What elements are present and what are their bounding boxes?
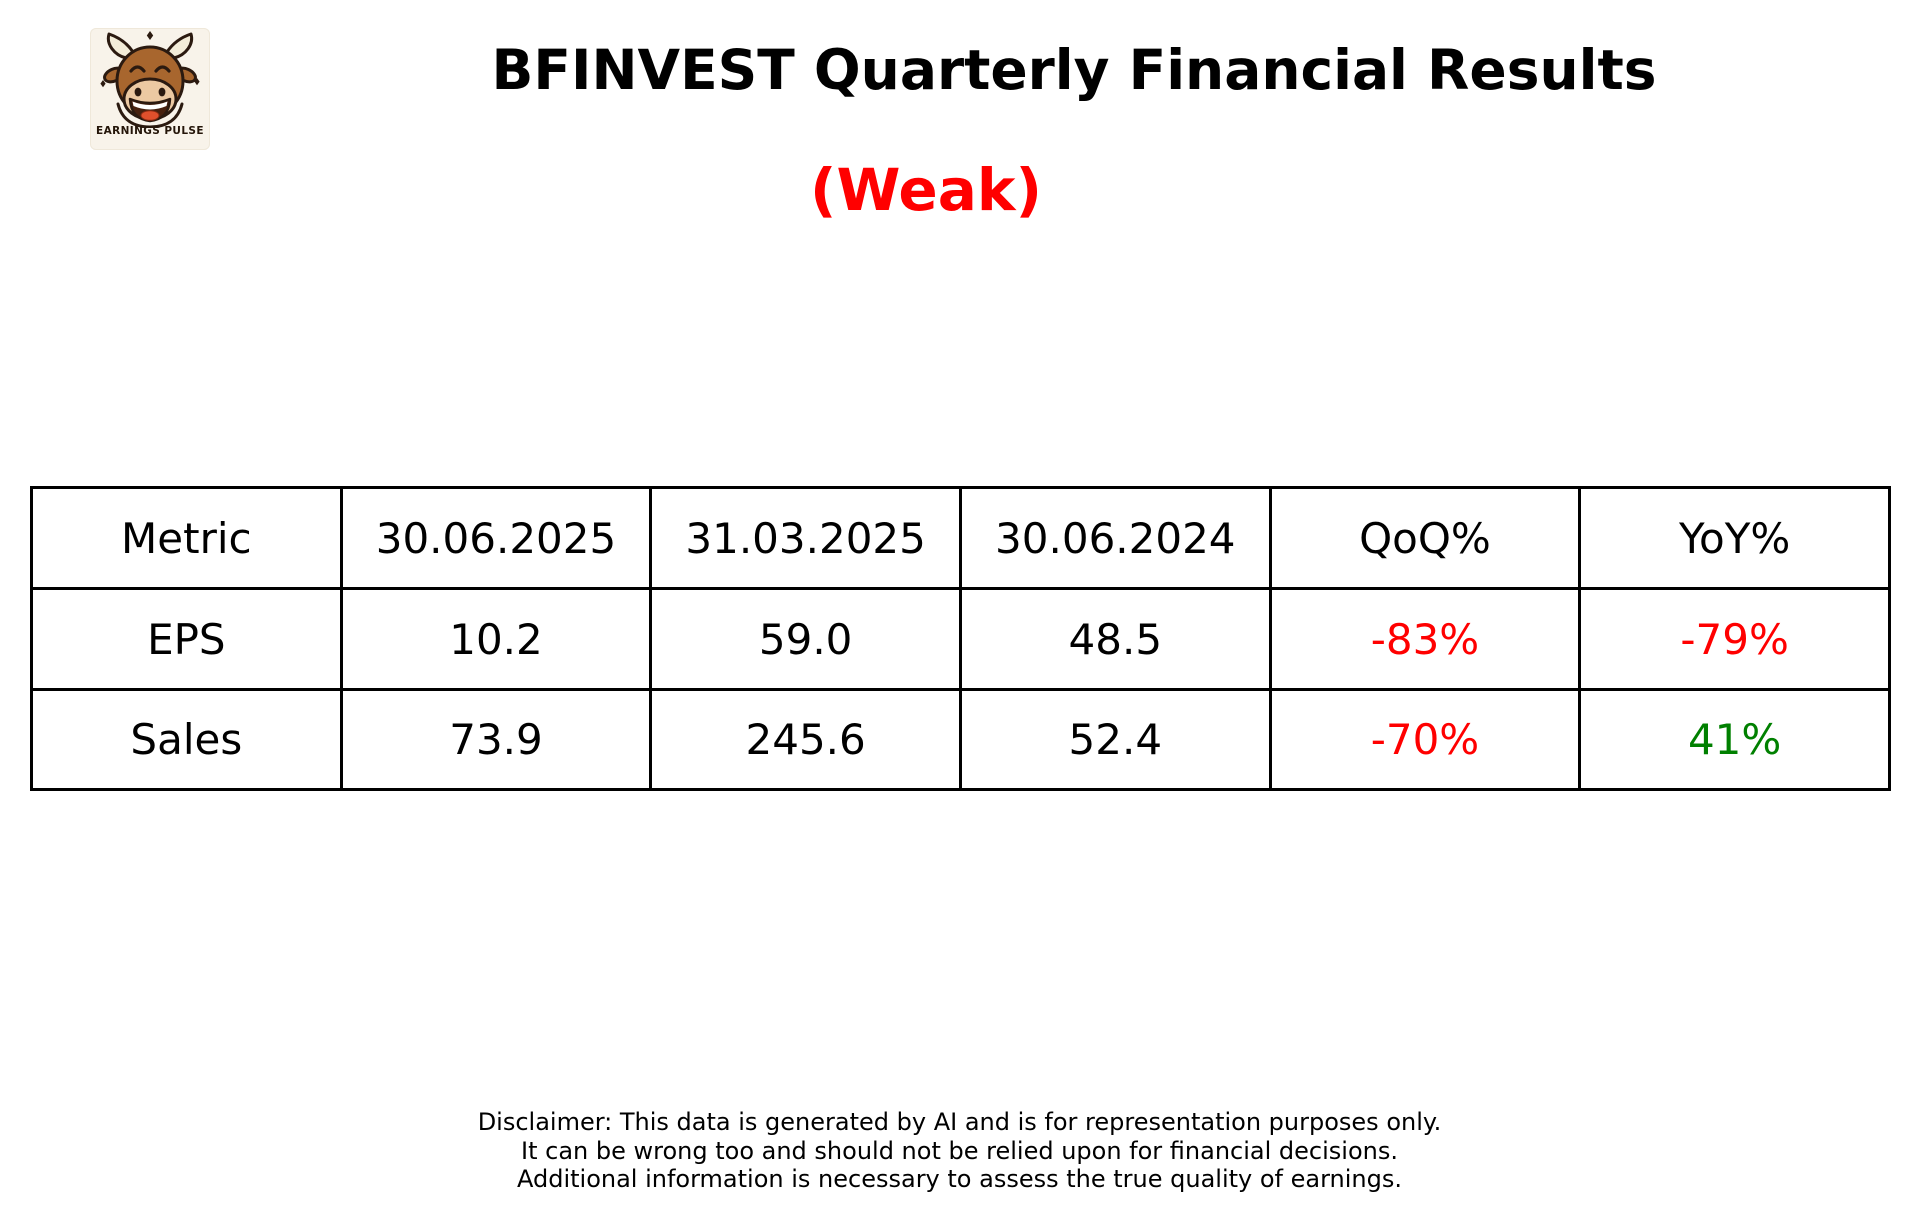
value-cell: 59.0 — [649, 587, 962, 691]
value-cell: 52.4 — [958, 688, 1272, 791]
page-title: BFINVEST Quarterly Financial Results — [491, 38, 1657, 102]
value-cell: 73.9 — [339, 688, 653, 791]
disclaimer-line: It can be wrong too and should not be re… — [521, 1136, 1398, 1165]
yoy-cell: 41% — [1578, 688, 1891, 791]
column-header-q-previous: 31.03.2025 — [649, 486, 962, 590]
table-row-eps: EPS 10.2 59.0 48.5 -83% -79% — [30, 587, 1891, 691]
yoy-cell: -79% — [1578, 587, 1891, 691]
value-cell: 10.2 — [339, 587, 653, 691]
bull-eye — [129, 65, 146, 73]
bull-nostril — [134, 87, 142, 97]
laughing-bull-icon — [100, 31, 200, 128]
bull-shoulder-line — [116, 102, 184, 128]
column-header-metric: Metric — [30, 486, 343, 590]
disclaimer: Disclaimer: This data is generated by AI… — [0, 1108, 1919, 1194]
value-cell: 245.6 — [649, 688, 962, 791]
bull-nostril — [158, 87, 166, 97]
bull-tongue — [140, 110, 160, 121]
qoq-cell: -83% — [1268, 587, 1582, 691]
qoq-cell: -70% — [1268, 688, 1582, 791]
sparkle-icon — [146, 31, 154, 40]
disclaimer-line: Disclaimer: This data is generated by AI… — [477, 1108, 1442, 1136]
bull-teeth — [132, 101, 168, 110]
column-header-q-current: 30.06.2025 — [339, 486, 653, 590]
value-cell: 48.5 — [958, 587, 1272, 691]
earnings-pulse-logo: EARNINGS PULSE — [90, 28, 210, 150]
bull-eye — [154, 65, 171, 73]
column-header-qoq: QoQ% — [1268, 486, 1582, 590]
sparkle-icon — [194, 78, 200, 86]
metric-cell: EPS — [30, 587, 343, 691]
verdict-subtitle: (Weak) — [810, 156, 1042, 224]
results-table: Metric 30.06.2025 31.03.2025 30.06.2024 … — [30, 486, 1891, 791]
table-header-row: Metric 30.06.2025 31.03.2025 30.06.2024 … — [30, 486, 1891, 590]
column-header-yoy: YoY% — [1578, 486, 1891, 590]
table-row-sales: Sales 73.9 245.6 52.4 -70% 41% — [30, 688, 1891, 791]
column-header-q-yearago: 30.06.2024 — [958, 486, 1272, 590]
metric-cell: Sales — [30, 688, 343, 791]
logo-brand-text: EARNINGS PULSE — [96, 125, 204, 137]
disclaimer-line: Additional information is necessary to a… — [516, 1165, 1402, 1193]
